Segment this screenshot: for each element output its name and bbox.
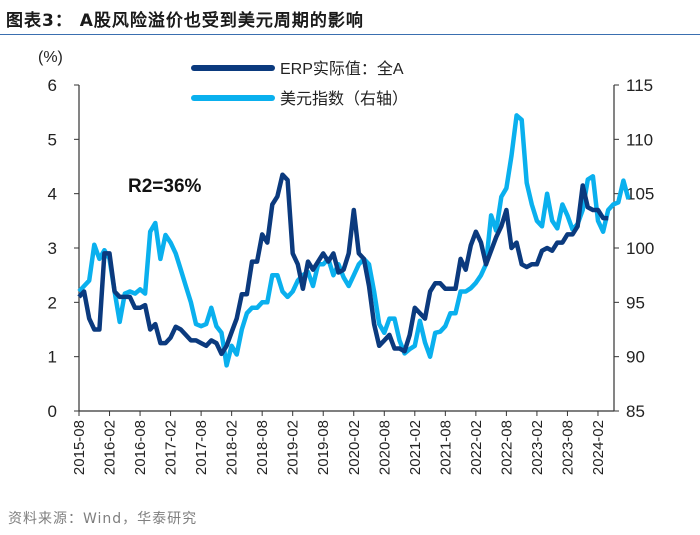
x-tick-label: 2019-08 xyxy=(315,420,332,475)
left-tick-label: 3 xyxy=(48,239,57,258)
x-tick-label: 2022-02 xyxy=(468,420,485,475)
right-tick-label: 110 xyxy=(626,130,653,149)
left-axis-unit: (%) xyxy=(38,49,63,66)
x-tick-label: 2015-08 xyxy=(71,420,88,475)
left-tick-label: 1 xyxy=(48,348,57,367)
left-tick-label: 4 xyxy=(48,185,57,204)
x-tick-label: 2023-08 xyxy=(559,420,576,475)
left-tick-label: 2 xyxy=(48,293,57,312)
x-tick-label: 2017-02 xyxy=(163,420,180,475)
x-tick-label: 2016-02 xyxy=(102,420,119,475)
right-tick-label: 100 xyxy=(626,239,654,258)
x-tick-label: 2021-08 xyxy=(437,420,454,475)
x-tick-label: 2020-02 xyxy=(346,420,363,475)
left-tick-label: 0 xyxy=(48,402,57,421)
title-divider xyxy=(0,34,700,35)
x-tick-label: 2020-08 xyxy=(376,420,393,475)
x-tick-label: 2019-02 xyxy=(285,420,302,475)
x-tick-label: 2022-08 xyxy=(498,420,515,475)
x-tick-label: 2024-02 xyxy=(590,420,607,475)
x-tick-label: 2017-08 xyxy=(193,420,210,475)
right-tick-label: 115 xyxy=(626,76,653,95)
x-tick-label: 2023-02 xyxy=(529,420,546,475)
right-tick-label: 95 xyxy=(626,293,645,312)
right-tick-label: 85 xyxy=(626,402,645,421)
left-tick-label: 5 xyxy=(48,130,57,149)
legend-label: 美元指数（右轴） xyxy=(280,90,408,108)
right-tick-label: 105 xyxy=(626,185,654,204)
x-tick-label: 2018-08 xyxy=(254,420,271,475)
legend-label: ERP实际值：全A xyxy=(280,60,404,78)
erp-series-line xyxy=(77,172,609,357)
usd-index-series-line xyxy=(77,113,631,368)
left-tick-label: 6 xyxy=(48,76,57,95)
x-tick-label: 2018-02 xyxy=(224,420,241,475)
x-tick-label: 2021-02 xyxy=(407,420,424,475)
x-tick-label: 2016-08 xyxy=(132,420,149,475)
r2-annotation: R2=36% xyxy=(128,176,202,197)
chart-title: 图表3： A股风险溢价也受到美元周期的影响 xyxy=(6,11,364,31)
right-tick-label: 90 xyxy=(626,348,645,367)
source-note: 资料来源：Wind，华泰研究 xyxy=(8,511,198,527)
